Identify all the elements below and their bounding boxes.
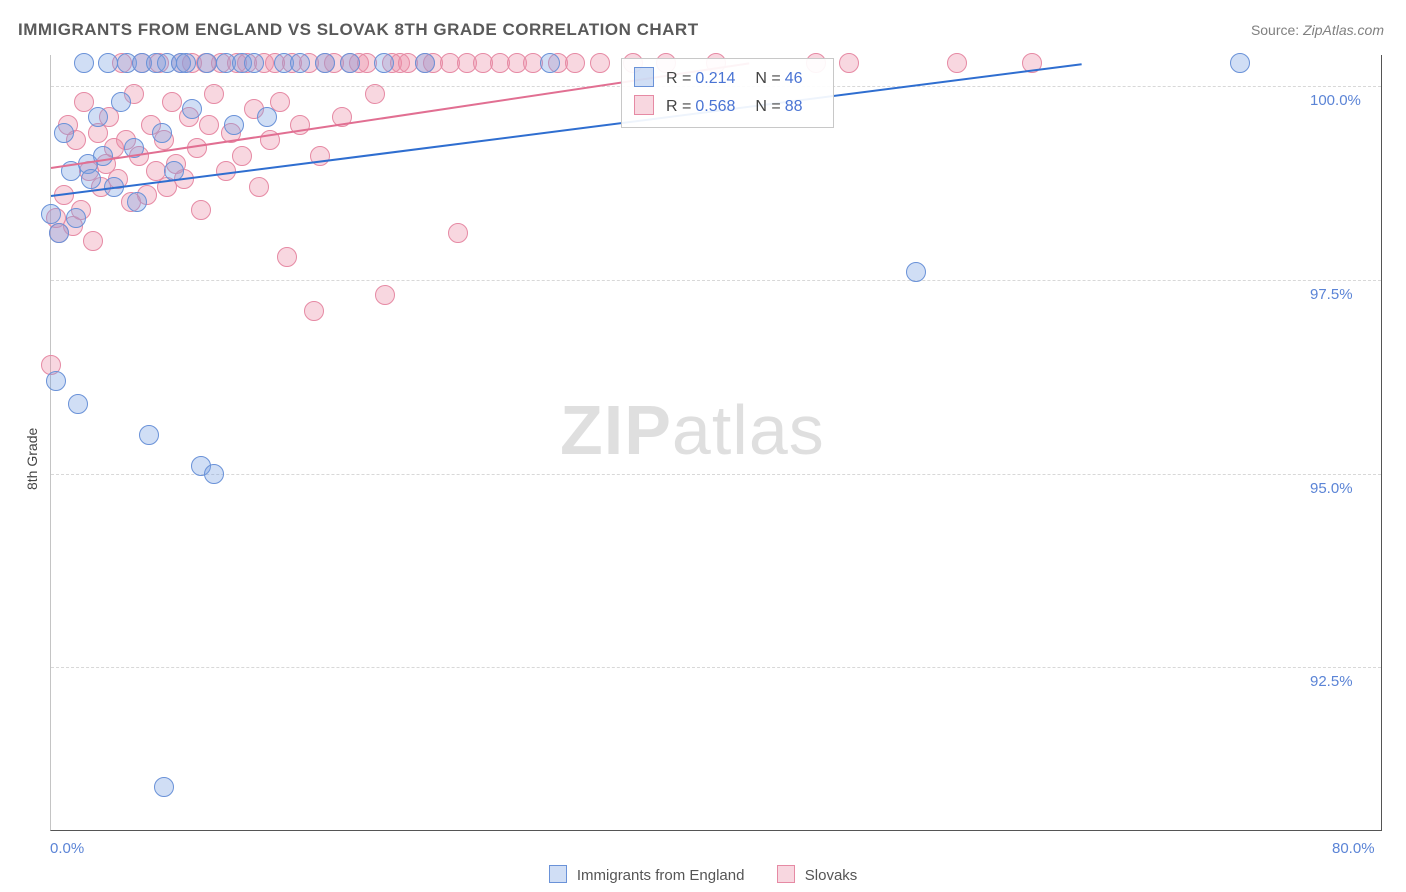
source-attribution: Source: ZipAtlas.com bbox=[1251, 22, 1384, 38]
x-tick-label: 0.0% bbox=[50, 840, 84, 857]
gridline-h bbox=[51, 667, 1381, 668]
data-point bbox=[340, 53, 360, 73]
data-point bbox=[54, 123, 74, 143]
x-tick-label: 80.0% bbox=[1332, 840, 1375, 857]
legend-swatch-slovaks bbox=[777, 865, 795, 883]
data-point bbox=[257, 107, 277, 127]
data-point bbox=[88, 107, 108, 127]
data-point bbox=[277, 247, 297, 267]
data-point bbox=[249, 177, 269, 197]
data-point bbox=[415, 53, 435, 73]
y-tick-label: 100.0% bbox=[1310, 92, 1361, 109]
legend-label-slovaks: Slovaks bbox=[805, 867, 858, 884]
data-point bbox=[315, 53, 335, 73]
data-point bbox=[1230, 53, 1250, 73]
data-point bbox=[68, 394, 88, 414]
y-tick-label: 92.5% bbox=[1310, 673, 1353, 690]
data-point bbox=[448, 223, 468, 243]
scatter-plot-area: R =0.214N =46R =0.568N =88 bbox=[50, 55, 1382, 831]
data-point bbox=[365, 84, 385, 104]
data-point bbox=[182, 99, 202, 119]
data-point bbox=[93, 146, 113, 166]
data-point bbox=[244, 53, 264, 73]
legend-bottom: Immigrants from England Slovaks bbox=[0, 865, 1406, 884]
source-value: ZipAtlas.com bbox=[1303, 22, 1384, 38]
y-tick-label: 97.5% bbox=[1310, 286, 1353, 303]
data-point bbox=[906, 262, 926, 282]
data-point bbox=[111, 92, 131, 112]
data-point bbox=[204, 464, 224, 484]
y-tick-label: 95.0% bbox=[1310, 480, 1353, 497]
stats-row: R =0.568N =88 bbox=[634, 93, 821, 121]
data-point bbox=[98, 53, 118, 73]
data-point bbox=[152, 123, 172, 143]
data-point bbox=[81, 169, 101, 189]
data-point bbox=[41, 204, 61, 224]
data-point bbox=[127, 192, 147, 212]
data-point bbox=[49, 223, 69, 243]
data-point bbox=[66, 208, 86, 228]
stats-box: R =0.214N =46R =0.568N =88 bbox=[621, 58, 834, 128]
data-point bbox=[74, 53, 94, 73]
data-point bbox=[154, 777, 174, 797]
data-point bbox=[162, 92, 182, 112]
data-point bbox=[304, 301, 324, 321]
data-point bbox=[197, 53, 217, 73]
data-point bbox=[375, 285, 395, 305]
legend-item-england: Immigrants from England bbox=[549, 865, 745, 884]
data-point bbox=[224, 115, 244, 135]
data-point bbox=[232, 146, 252, 166]
data-point bbox=[83, 231, 103, 251]
data-point bbox=[540, 53, 560, 73]
data-point bbox=[204, 84, 224, 104]
legend-swatch-england bbox=[549, 865, 567, 883]
legend-label-england: Immigrants from England bbox=[577, 867, 745, 884]
chart-title: IMMIGRANTS FROM ENGLAND VS SLOVAK 8TH GR… bbox=[18, 20, 699, 40]
y-axis-title: 8th Grade bbox=[24, 428, 40, 490]
data-point bbox=[374, 53, 394, 73]
gridline-h bbox=[51, 474, 1381, 475]
data-point bbox=[290, 53, 310, 73]
source-label: Source: bbox=[1251, 22, 1299, 38]
data-point bbox=[947, 53, 967, 73]
stats-row: R =0.214N =46 bbox=[634, 65, 821, 93]
data-point bbox=[199, 115, 219, 135]
data-point bbox=[139, 425, 159, 445]
data-point bbox=[565, 53, 585, 73]
data-point bbox=[839, 53, 859, 73]
data-point bbox=[176, 53, 196, 73]
data-point bbox=[46, 371, 66, 391]
legend-item-slovaks: Slovaks bbox=[777, 865, 858, 884]
data-point bbox=[191, 200, 211, 220]
gridline-h bbox=[51, 280, 1381, 281]
data-point bbox=[590, 53, 610, 73]
